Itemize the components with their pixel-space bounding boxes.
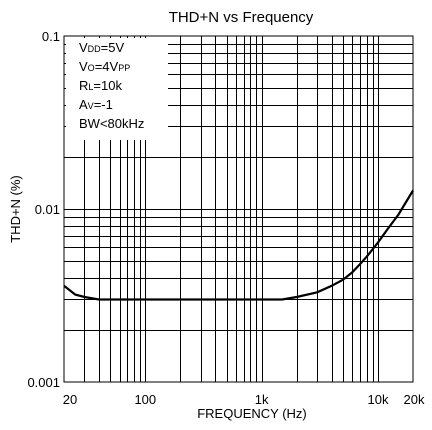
x-tick-label: 20k xyxy=(404,392,425,407)
condition-line: AV=-1 xyxy=(79,97,113,112)
curve-layer xyxy=(63,189,414,301)
y-tick-label: 0.001 xyxy=(27,375,60,390)
y-tick-labels: 0.001 0.01 0.1 xyxy=(27,29,60,390)
x-tick-label: 100 xyxy=(134,392,156,407)
test-conditions: VDD=5V VO=4VPP RL=10k AV=-1 BW<80kHz xyxy=(79,40,144,131)
condition-line: BW<80kHz xyxy=(79,116,144,131)
x-axis-label: FREQUENCY (Hz) xyxy=(197,406,307,421)
condition-line: VO=4VPP xyxy=(79,59,130,74)
x-tick-label: 1k xyxy=(255,392,269,407)
conditions-box xyxy=(66,38,168,140)
condition-line: RL=10k xyxy=(79,78,122,93)
y-tick-label: 0.1 xyxy=(42,29,60,44)
x-tick-labels: 20 100 1k 10k 20k xyxy=(63,392,425,407)
x-tick-label: 10k xyxy=(367,392,388,407)
y-axis-label: THD+N (%) xyxy=(8,175,23,243)
plot-frame xyxy=(63,35,414,383)
y-tick-label: 0.01 xyxy=(35,202,60,217)
chart-title: THD+N vs Frequency xyxy=(169,9,314,26)
x-tick-label: 20 xyxy=(63,392,77,407)
series-line xyxy=(63,189,414,301)
condition-line: VDD=5V xyxy=(79,40,124,55)
